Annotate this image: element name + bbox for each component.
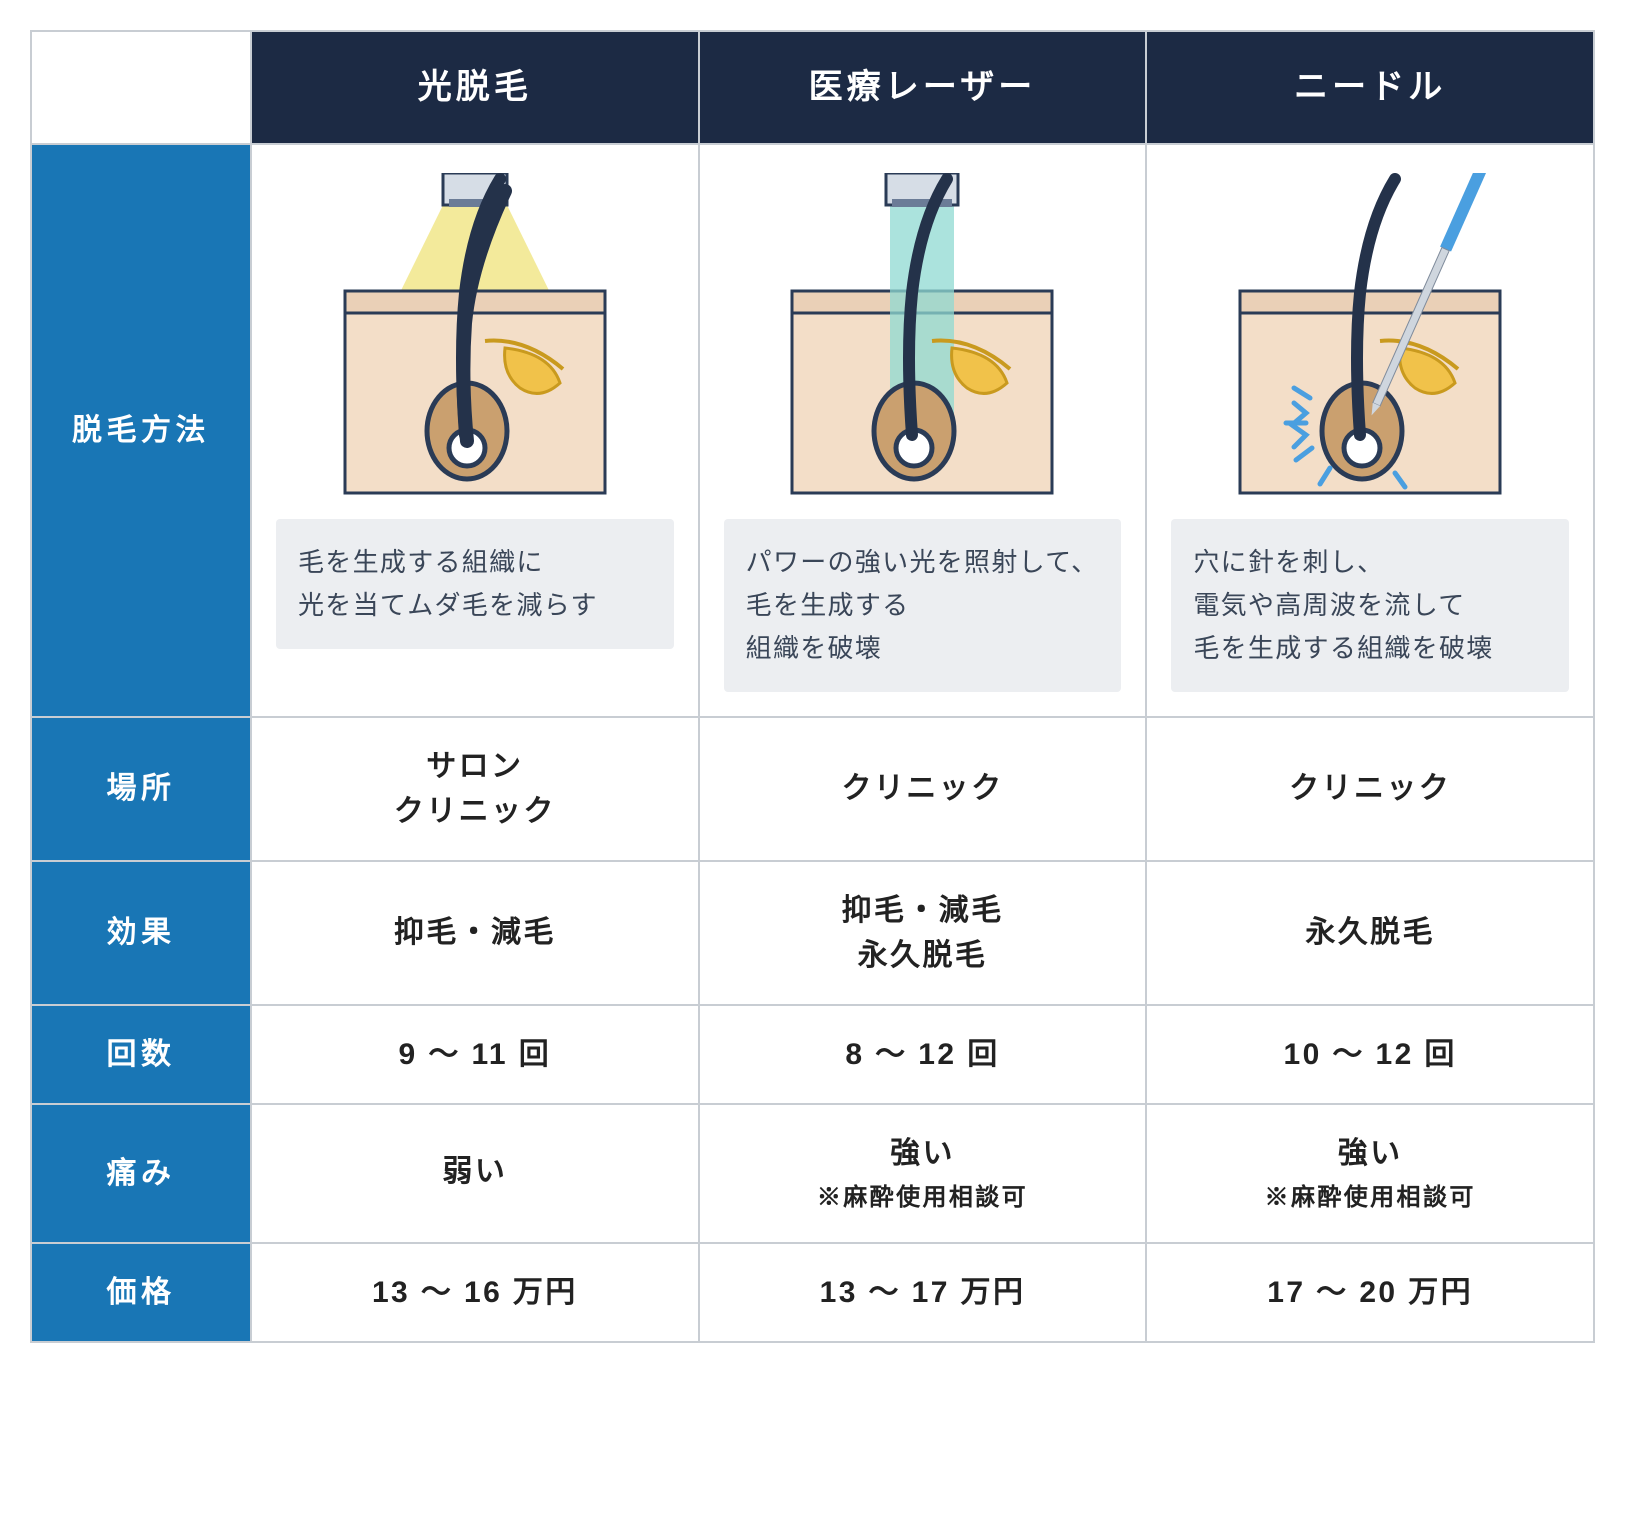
cell-count-2: 10 〜 12 回	[1146, 1005, 1594, 1104]
row-count: 回数 9 〜 11 回 8 〜 12 回 10 〜 12 回	[31, 1005, 1594, 1104]
cell-price-2: 17 〜 20 万円	[1146, 1243, 1594, 1342]
cell-effect-1: 抑毛・減毛永久脱毛	[699, 861, 1147, 1005]
row-label-count: 回数	[31, 1005, 251, 1104]
corner-cell	[31, 31, 251, 144]
row-label-price: 価格	[31, 1243, 251, 1342]
row-place: 場所 サロンクリニック クリニック クリニック	[31, 717, 1594, 861]
desc-needle: 穴に針を刺し、電気や高周波を流して毛を生成する組織を破壊	[1171, 519, 1569, 692]
header-row: 光脱毛 医療レーザー ニードル	[31, 31, 1594, 144]
row-label-effect: 効果	[31, 861, 251, 1005]
cell-place-1: クリニック	[699, 717, 1147, 861]
cell-count-1: 8 〜 12 回	[699, 1005, 1147, 1104]
row-method: 脱毛方法	[31, 144, 1594, 717]
col-header-laser: 医療レーザー	[699, 31, 1147, 144]
cell-count-0: 9 〜 11 回	[251, 1005, 699, 1104]
desc-laser: パワーの強い光を照射して、毛を生成する組織を破壊	[724, 519, 1122, 692]
col-header-needle: ニードル	[1146, 31, 1594, 144]
desc-light: 毛を生成する組織に光を当てムダ毛を減らす	[276, 519, 674, 649]
col-header-light: 光脱毛	[251, 31, 699, 144]
cell-price-1: 13 〜 17 万円	[699, 1243, 1147, 1342]
comparison-table: 光脱毛 医療レーザー ニードル 脱毛方法	[30, 30, 1595, 1343]
row-label-pain: 痛み	[31, 1104, 251, 1243]
cell-place-0: サロンクリニック	[251, 717, 699, 861]
cell-price-0: 13 〜 16 万円	[251, 1243, 699, 1342]
row-price: 価格 13 〜 16 万円 13 〜 17 万円 17 〜 20 万円	[31, 1243, 1594, 1342]
cell-pain-2: 強い ※麻酔使用相談可	[1146, 1104, 1594, 1243]
cell-place-2: クリニック	[1146, 717, 1594, 861]
row-effect: 効果 抑毛・減毛 抑毛・減毛永久脱毛 永久脱毛	[31, 861, 1594, 1005]
cell-method-laser: パワーの強い光を照射して、毛を生成する組織を破壊	[699, 144, 1147, 717]
cell-pain-1: 強い ※麻酔使用相談可	[699, 1104, 1147, 1243]
row-label-place: 場所	[31, 717, 251, 861]
cell-method-needle: 穴に針を刺し、電気や高周波を流して毛を生成する組織を破壊	[1146, 144, 1594, 717]
illustration-needle	[1210, 173, 1530, 503]
illustration-laser	[762, 173, 1082, 503]
illustration-light	[315, 173, 635, 503]
cell-pain-0: 弱い	[251, 1104, 699, 1243]
row-pain: 痛み 弱い 強い ※麻酔使用相談可 強い ※麻酔使用相談可	[31, 1104, 1594, 1243]
cell-method-light: 毛を生成する組織に光を当てムダ毛を減らす	[251, 144, 699, 717]
row-label-method: 脱毛方法	[31, 144, 251, 717]
cell-effect-2: 永久脱毛	[1146, 861, 1594, 1005]
cell-effect-0: 抑毛・減毛	[251, 861, 699, 1005]
